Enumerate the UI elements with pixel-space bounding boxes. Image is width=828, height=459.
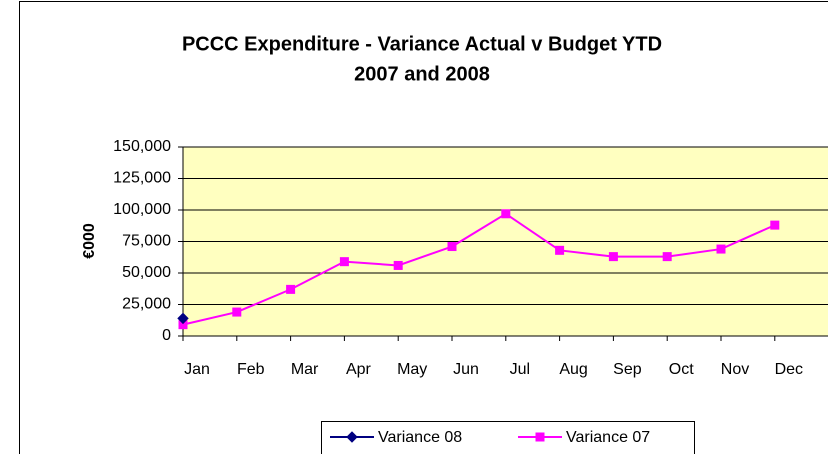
data-point <box>448 243 456 251</box>
y-tick-label: 50,000 <box>122 264 171 281</box>
legend-label: Variance 08 <box>378 429 462 446</box>
y-tick-label: 150,000 <box>113 138 171 155</box>
x-tick-label: Nov <box>721 361 749 378</box>
data-point <box>609 253 617 261</box>
data-point <box>717 245 725 253</box>
x-tick-label: Feb <box>237 361 265 378</box>
data-point <box>663 253 671 261</box>
x-tick-label: Aug <box>559 361 587 378</box>
chart-title: PCCC Expenditure - Variance Actual v Bud… <box>182 33 662 55</box>
x-tick-label: Jun <box>453 361 479 378</box>
legend-label: Variance 07 <box>566 429 650 446</box>
data-point <box>233 308 241 316</box>
x-tick-label: Mar <box>291 361 319 378</box>
y-axis-label: €000 <box>81 223 98 259</box>
chart-subtitle: 2007 and 2008 <box>354 63 490 85</box>
legend-marker <box>536 433 544 441</box>
y-tick-label: 100,000 <box>113 201 171 218</box>
x-tick-label: Oct <box>669 361 694 378</box>
x-tick-label: Jul <box>510 361 530 378</box>
x-tick-label: Apr <box>346 361 372 378</box>
data-point <box>502 210 510 218</box>
y-tick-label: 75,000 <box>122 233 171 250</box>
x-tick-label: Dec <box>775 361 803 378</box>
data-point <box>556 246 564 254</box>
data-point <box>287 285 295 293</box>
x-tick-label: Jan <box>184 361 210 378</box>
x-tick-label: Sep <box>613 361 642 378</box>
data-point <box>394 261 402 269</box>
y-tick-label: 125,000 <box>113 170 171 187</box>
x-tick-label: May <box>397 361 427 378</box>
data-point <box>340 258 348 266</box>
y-tick-label: 25,000 <box>122 296 171 313</box>
y-tick-label: 0 <box>162 327 171 344</box>
data-point <box>771 221 779 229</box>
